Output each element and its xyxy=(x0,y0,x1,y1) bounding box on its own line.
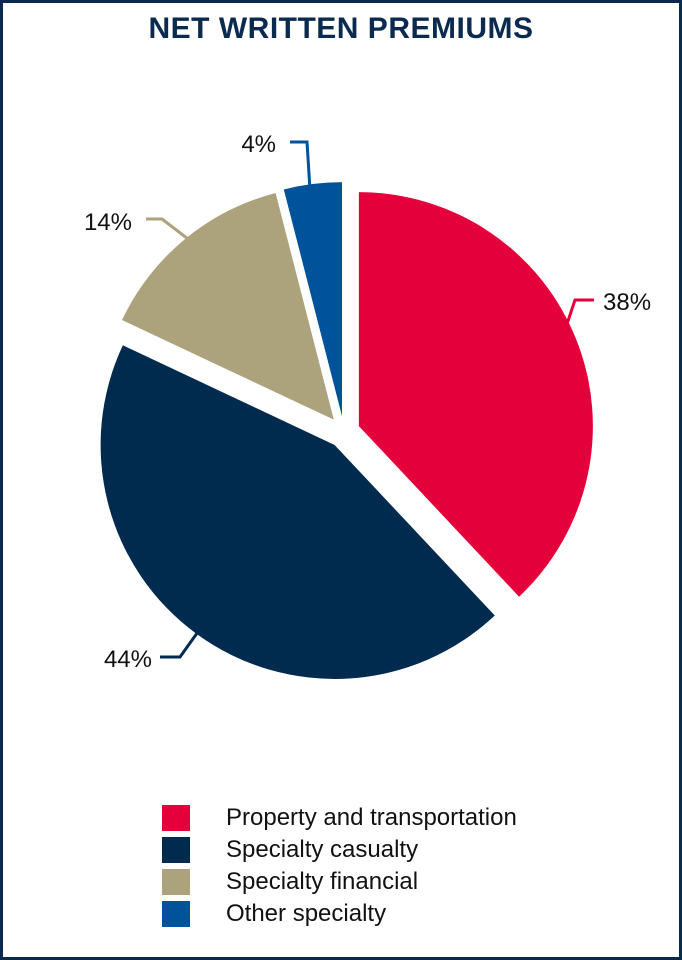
legend-swatch xyxy=(162,901,190,927)
legend-label: Other specialty xyxy=(226,900,387,927)
data-label: 38% xyxy=(603,289,651,316)
legend-swatch xyxy=(162,805,190,831)
data-label: 14% xyxy=(84,209,132,236)
legend-item-specialty-financial: Specialty financial xyxy=(162,866,517,898)
legend-label: Specialty casualty xyxy=(226,836,419,863)
leader-line xyxy=(290,140,312,191)
legend-label: Specialty financial xyxy=(226,868,419,895)
legend: Property and transportation Specialty ca… xyxy=(162,802,517,930)
pie-slice-specialty-casualty xyxy=(100,345,495,679)
data-label: 44% xyxy=(104,646,152,673)
pie-slice-other-specialty xyxy=(283,182,342,417)
chart-title: NET WRITTEN PREMIUMS xyxy=(148,12,534,45)
pie-slice-property-and-transportation xyxy=(358,192,593,597)
leader-line xyxy=(558,298,594,346)
leader-line xyxy=(160,621,207,659)
legend-swatch xyxy=(162,837,190,863)
legend-item-other-specialty: Other specialty xyxy=(162,898,517,930)
legend-item-specialty-casualty: Specialty casualty xyxy=(162,834,517,866)
legend-swatch xyxy=(162,869,190,895)
data-label: 4% xyxy=(241,131,276,158)
leader-line xyxy=(146,217,193,244)
legend-item-property-and-transportation: Property and transportation xyxy=(162,802,517,834)
pie-slice-specialty-financial xyxy=(122,193,334,420)
legend-label: Property and transportation xyxy=(226,804,517,831)
